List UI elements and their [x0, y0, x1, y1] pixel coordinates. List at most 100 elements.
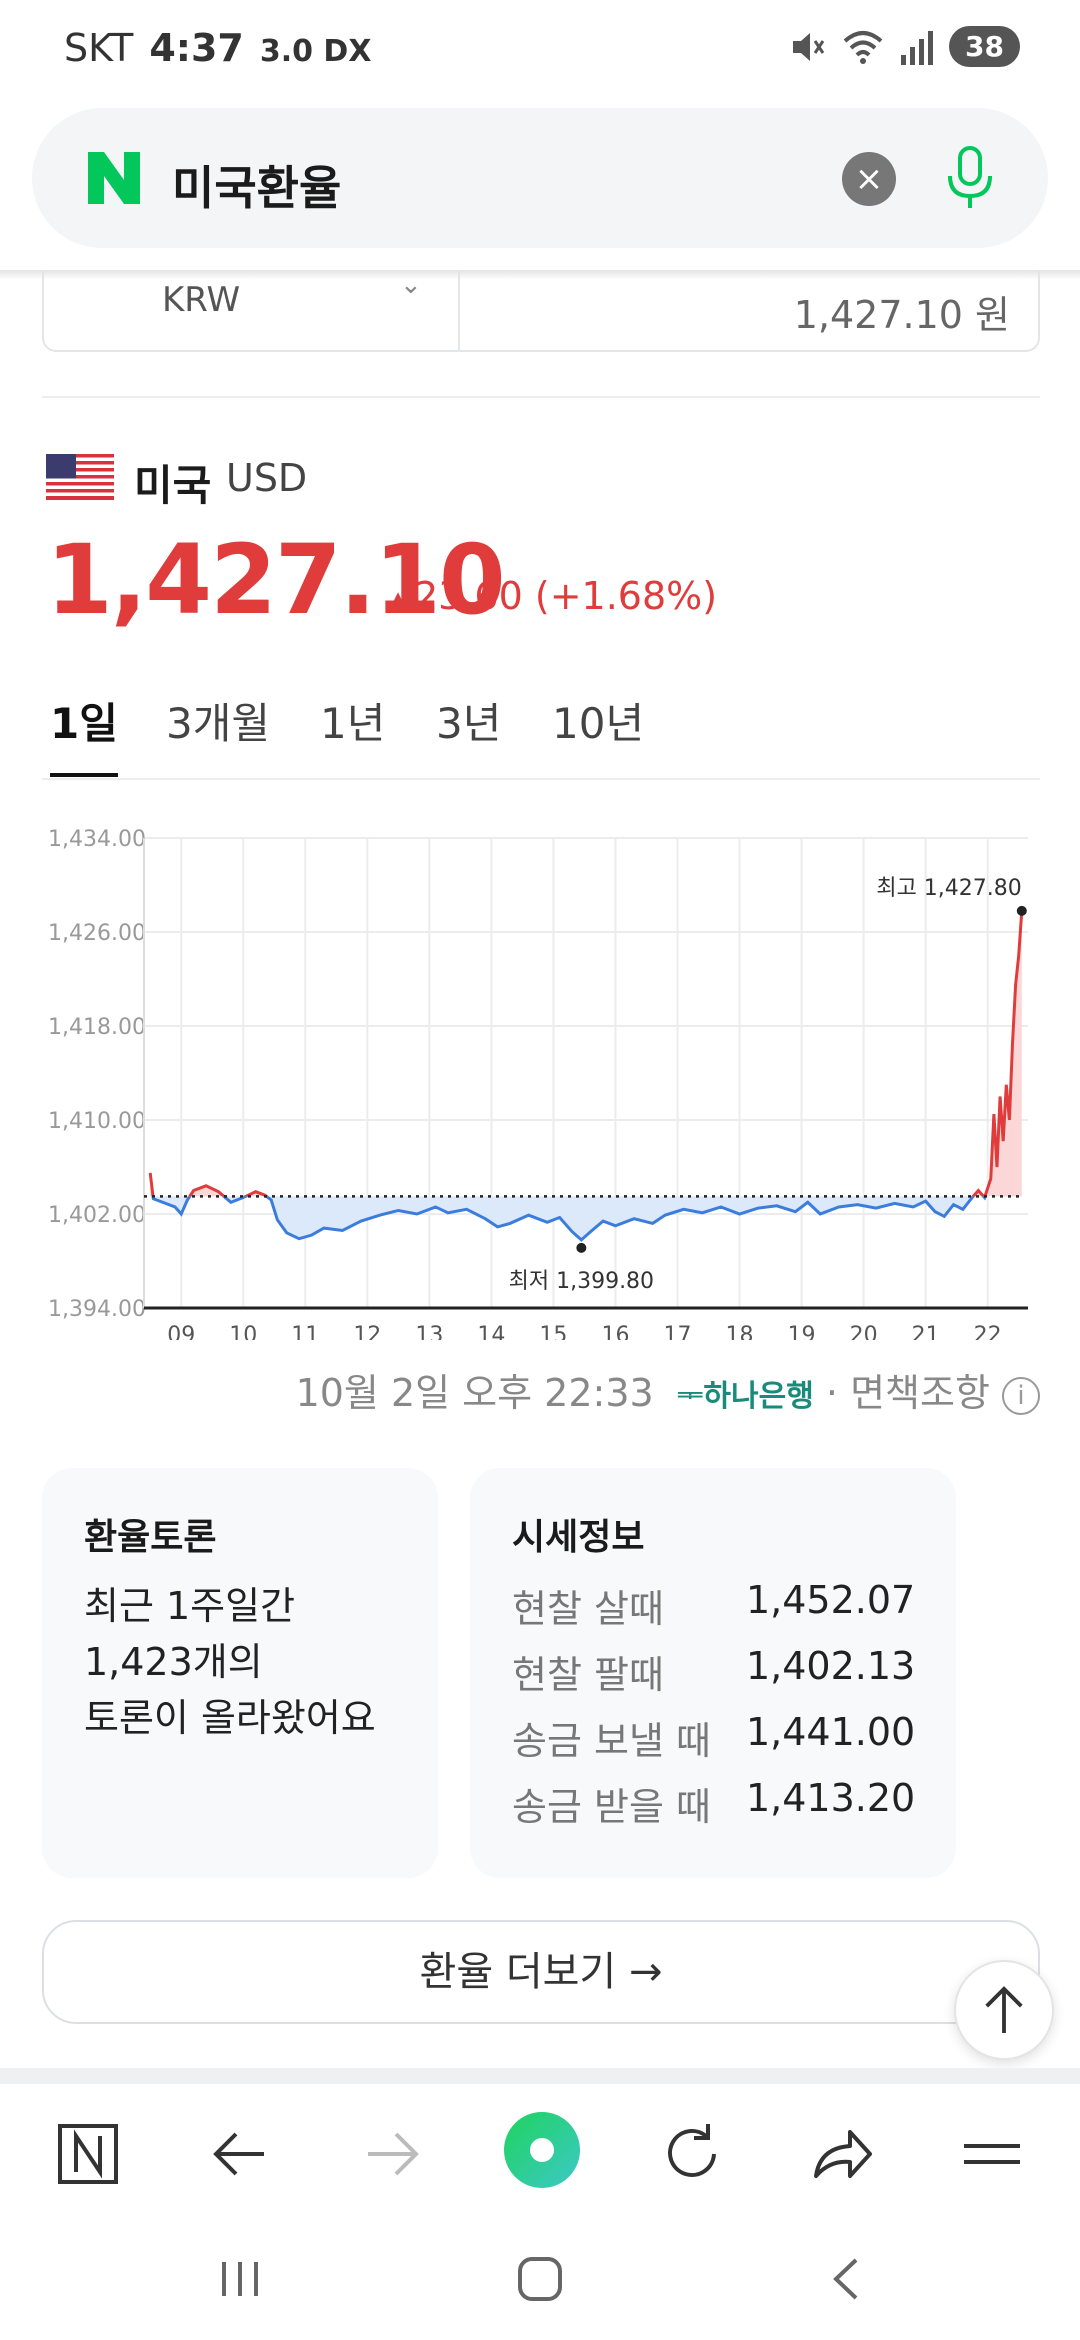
tab-10years[interactable]: 10년 — [552, 699, 645, 748]
converter-currency-select[interactable]: KRW — [162, 280, 241, 320]
x-tick-label: 10 — [229, 1323, 257, 1340]
y-tick-label: 1,434.00 — [48, 827, 146, 852]
converter-value[interactable]: 1,427.10 원 — [793, 293, 1010, 337]
dx-badge: 3.0 DX — [259, 34, 372, 69]
tab-1day[interactable]: 1일 — [50, 690, 118, 777]
refresh-icon[interactable] — [652, 2114, 732, 2194]
area-below-baseline — [150, 1196, 1022, 1240]
tab-1year[interactable]: 1년 — [320, 699, 386, 748]
search-bar[interactable]: 미국환율 × — [32, 108, 1048, 248]
chart-footer: 10월 2일 오후 22:33 ᆍ하나은행 · 면책조항 i — [0, 1362, 1040, 1417]
tab-3years[interactable]: 3년 — [436, 699, 502, 748]
high-point — [1016, 905, 1027, 916]
naver-home-icon[interactable] — [48, 2114, 128, 2194]
country-name: 미국 — [134, 461, 212, 510]
scroll-to-top-button[interactable] — [954, 1960, 1054, 2060]
disclaimer-link[interactable]: · 면책조항 — [825, 1371, 990, 1415]
signal-icon — [901, 30, 934, 65]
x-tick-label: 19 — [788, 1323, 816, 1340]
info-label: 송금 받을 때 — [512, 1785, 711, 1829]
rate-change-text: 23.60 (+1.68%) — [414, 574, 718, 618]
x-tick-label: 15 — [539, 1323, 567, 1340]
low-label: 최저 1,399.80 — [509, 1269, 654, 1294]
area-above-baseline — [150, 910, 1022, 1197]
x-tick-label: 09 — [167, 1323, 195, 1340]
x-tick-label: 20 — [850, 1323, 878, 1340]
discussion-body: 최근 1주일간 1,423개의 토론이 올라왔어요 — [84, 1578, 376, 1746]
y-tick-label: 1,402.00 — [48, 1203, 146, 1228]
x-tick-label: 22 — [974, 1323, 1002, 1340]
home-icon[interactable] — [514, 2254, 566, 2304]
info-value: 1,402.13 — [746, 1644, 916, 1688]
info-value: 1,452.07 — [746, 1578, 916, 1622]
wifi-icon — [843, 30, 883, 64]
exchange-rate: 1,427.10 — [46, 524, 506, 636]
status-left: SKT 4:37 3.0 DX — [64, 26, 371, 70]
y-tick-label: 1,410.00 — [48, 1109, 146, 1134]
x-tick-label: 14 — [477, 1323, 505, 1340]
x-tick-label: 17 — [664, 1323, 692, 1340]
series-line-up — [148, 910, 1024, 1197]
green-dot-icon[interactable] — [502, 2110, 582, 2190]
voice-search-icon[interactable] — [940, 142, 1000, 214]
y-tick-label: 1,394.00 — [48, 1297, 146, 1322]
battery-indicator: 38 — [949, 26, 1020, 67]
currency-converter: KRW ⌄ 1,427.10 원 — [42, 270, 1040, 352]
converter-divider — [458, 270, 460, 352]
period-tabs: 1일 3개월 1년 3년 10년 — [42, 690, 1040, 780]
browser-toolbar — [0, 2084, 1080, 2214]
info-label: 송금 보낼 때 — [512, 1719, 711, 1763]
hana-bank-logo-icon: ᆍ — [675, 1379, 704, 1414]
x-tick-label: 12 — [353, 1323, 381, 1340]
menu-icon[interactable] — [952, 2114, 1032, 2194]
rate-change: ▲ 23.60 (+1.68%) — [388, 574, 717, 618]
search-input[interactable]: 미국환율 — [172, 161, 342, 215]
section-divider — [0, 2068, 1080, 2084]
us-flag-icon — [46, 454, 114, 500]
discussion-line: 1,423개의 — [84, 1640, 263, 1684]
price-info-card: 시세정보 현찰 살때 1,452.07 현찰 팔때 1,402.13 송금 보낼… — [470, 1468, 956, 1878]
clock: 4:37 — [149, 26, 244, 70]
clear-search-button[interactable]: × — [842, 152, 896, 206]
info-value: 1,413.20 — [746, 1776, 916, 1820]
info-label: 현찰 팔때 — [512, 1653, 664, 1697]
y-tick-label: 1,418.00 — [48, 1015, 146, 1040]
chart-datetime: 10월 2일 오후 22:33 — [295, 1371, 654, 1415]
exchange-rate-chart[interactable]: 1,434.00 1,426.00 1,418.00 1,410.00 1,402.00… — [40, 810, 1050, 1340]
naver-logo-icon — [88, 152, 140, 204]
price-info-title: 시세정보 — [512, 1517, 645, 1558]
more-exchange-button[interactable]: 환율 더보기 → — [42, 1920, 1040, 2024]
mute-icon — [793, 32, 825, 61]
series-line-down — [151, 1196, 987, 1242]
discussion-line: 최근 1주일간 — [84, 1584, 296, 1628]
x-tick-label: 18 — [726, 1323, 754, 1340]
back-arrow-icon[interactable] — [200, 2114, 280, 2194]
divider — [42, 396, 1040, 398]
low-point — [576, 1242, 587, 1253]
share-icon[interactable] — [802, 2114, 882, 2194]
status-bar: SKT 4:37 3.0 DX 38 — [0, 0, 1080, 100]
status-right: 38 — [787, 26, 1020, 67]
currency-code: USD — [226, 456, 308, 500]
discussion-card[interactable]: 환율토론 최근 1주일간 1,423개의 토론이 올라왔어요 — [42, 1468, 438, 1878]
info-value: 1,441.00 — [746, 1710, 916, 1754]
system-nav-bar — [0, 2214, 1080, 2340]
discussion-line: 토론이 올라왔어요 — [84, 1696, 376, 1740]
high-label: 최고 1,427.80 — [876, 876, 1021, 901]
recents-icon[interactable] — [210, 2254, 270, 2304]
x-tick-label: 11 — [291, 1323, 319, 1340]
x-tick-label: 13 — [415, 1323, 443, 1340]
tab-3months[interactable]: 3개월 — [166, 699, 271, 748]
bank-name: 하나은행 — [703, 1379, 814, 1414]
back-icon[interactable] — [824, 2254, 868, 2304]
y-tick-label: 1,426.00 — [48, 921, 146, 946]
carrier: SKT — [64, 26, 134, 70]
info-icon[interactable]: i — [1002, 1376, 1040, 1415]
up-triangle-icon: ▲ — [388, 586, 408, 616]
forward-arrow-icon[interactable] — [352, 2114, 432, 2194]
info-label: 현찰 살때 — [512, 1587, 664, 1631]
header-shadow — [0, 270, 1080, 280]
x-tick-label: 16 — [601, 1323, 629, 1340]
discussion-title: 환율토론 — [84, 1517, 217, 1558]
x-tick-label: 21 — [912, 1323, 940, 1340]
